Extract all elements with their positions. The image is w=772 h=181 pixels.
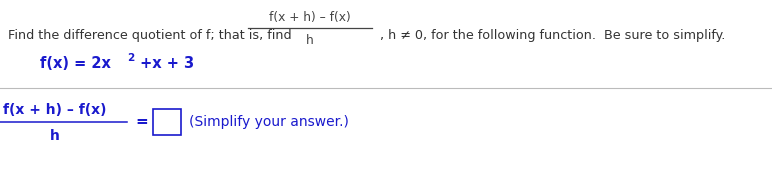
FancyBboxPatch shape — [153, 109, 181, 135]
Text: f(x) = 2x: f(x) = 2x — [40, 56, 111, 71]
Text: =: = — [135, 115, 147, 129]
Text: h: h — [306, 33, 314, 47]
Text: Find the difference quotient of f; that is, find: Find the difference quotient of f; that … — [8, 28, 292, 41]
Text: h: h — [50, 129, 60, 143]
Text: (Simplify your answer.): (Simplify your answer.) — [189, 115, 349, 129]
Text: f(x + h) – f(x): f(x + h) – f(x) — [269, 12, 351, 24]
Text: +x + 3: +x + 3 — [135, 56, 194, 71]
Text: f(x + h) – f(x): f(x + h) – f(x) — [3, 103, 107, 117]
Text: 2: 2 — [127, 53, 134, 63]
Text: , h ≠ 0, for the following function.  Be sure to simplify.: , h ≠ 0, for the following function. Be … — [380, 28, 726, 41]
